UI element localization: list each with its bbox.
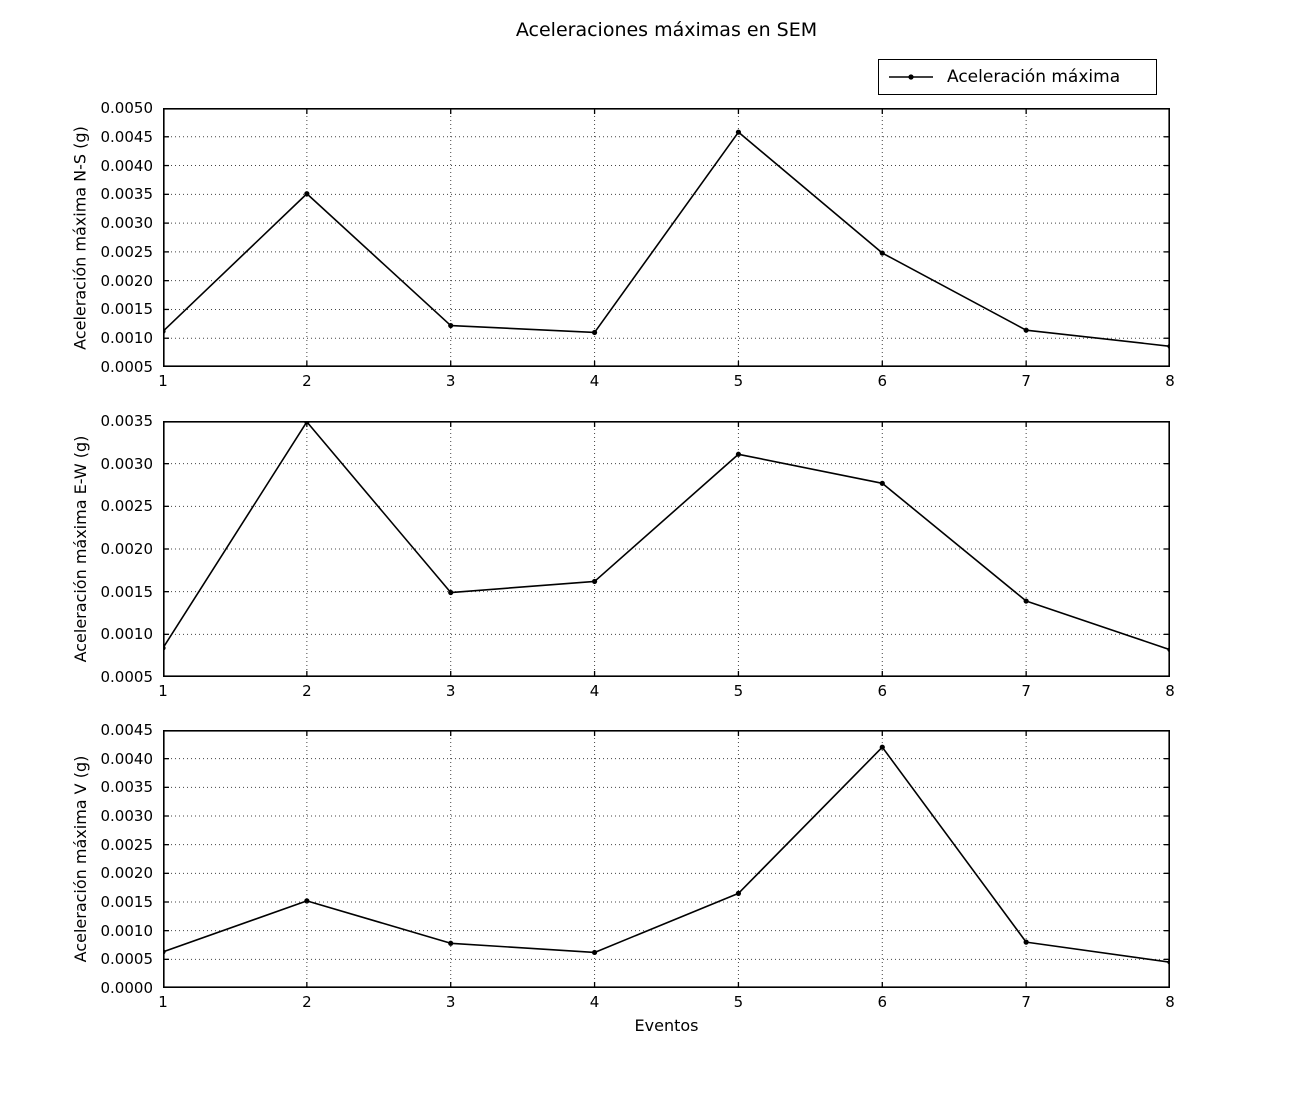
x-tick-label: 5 xyxy=(733,682,744,700)
plot-area-ns xyxy=(163,108,1170,367)
point-marker xyxy=(879,250,885,256)
y-tick-label: 0.0005 xyxy=(100,668,154,686)
y-tick-label: 0.0035 xyxy=(100,412,154,430)
y-tick-label: 0.0030 xyxy=(100,454,154,473)
y-tick-label: 0.0015 xyxy=(100,582,154,601)
xlabel-eventos: Eventos xyxy=(634,1016,699,1035)
y-tick-label: 0.0040 xyxy=(100,156,154,175)
series-line xyxy=(163,421,1170,651)
y-tick-label: 0.0020 xyxy=(100,864,154,883)
x-tick-label: 5 xyxy=(733,372,744,390)
y-tick-label: 0.0015 xyxy=(100,893,154,911)
series-line xyxy=(163,746,1170,963)
point-marker xyxy=(591,578,598,585)
x-tick-label: 4 xyxy=(589,993,600,1011)
y-tick-label: 0.0025 xyxy=(100,242,154,261)
y-tick-label: 0.0030 xyxy=(100,807,154,825)
legend: Aceleración máxima xyxy=(878,59,1157,95)
x-tick-label: 6 xyxy=(877,993,888,1011)
point-marker xyxy=(448,589,454,596)
legend-label: Aceleración máxima xyxy=(947,67,1121,87)
point-marker xyxy=(1023,598,1029,604)
y-tick-label: 0.0030 xyxy=(100,214,154,233)
y-tick-label: 0.0005 xyxy=(100,358,154,376)
point-marker xyxy=(591,329,598,336)
x-tick-label: 1 xyxy=(158,372,168,390)
x-tick-label: 7 xyxy=(1021,682,1031,700)
y-tick-label: 0.0020 xyxy=(100,540,154,558)
point-marker xyxy=(591,949,598,956)
ylabel-v: Aceleración máxima V (g) xyxy=(71,755,90,963)
point-marker xyxy=(448,322,454,329)
point-marker xyxy=(304,191,310,197)
y-tick-label: 0.0010 xyxy=(100,329,154,348)
axes-spine xyxy=(163,108,1170,367)
x-tick-label: 1 xyxy=(158,993,168,1011)
point-marker xyxy=(304,898,310,904)
y-tick-label: 0.0025 xyxy=(100,835,154,854)
y-tick-label: 0.0045 xyxy=(100,127,154,146)
point-marker xyxy=(879,744,885,750)
y-tick-label: 0.0025 xyxy=(100,497,154,516)
point-marker xyxy=(735,129,742,135)
y-tick-label: 0.0035 xyxy=(100,185,154,204)
x-tick-label: 3 xyxy=(445,682,456,700)
point-marker xyxy=(879,480,885,486)
x-tick-label: 2 xyxy=(302,993,312,1011)
x-tick-label: 3 xyxy=(445,993,456,1011)
point-marker xyxy=(163,949,166,955)
y-tick-label: 0.0015 xyxy=(100,300,154,319)
x-tick-label: 4 xyxy=(589,372,600,390)
point-marker xyxy=(1023,939,1029,945)
point-marker xyxy=(735,451,742,457)
x-tick-label: 2 xyxy=(302,682,312,700)
y-tick-label: 0.0020 xyxy=(100,271,154,290)
y-tick-label: 0.0035 xyxy=(100,778,154,797)
legend-line-marker-icon xyxy=(889,74,933,80)
y-tick-label: 0.0045 xyxy=(100,721,154,739)
x-tick-label: 2 xyxy=(302,372,312,390)
x-tick-label: 3 xyxy=(445,372,456,390)
x-tick-label: 8 xyxy=(1165,993,1175,1011)
point-marker xyxy=(1023,327,1029,333)
point-marker xyxy=(1167,343,1170,349)
plot-area-v xyxy=(163,730,1170,988)
y-tick-label: 0.0050 xyxy=(100,99,154,117)
x-tick-label: 6 xyxy=(877,682,888,700)
x-tick-label: 7 xyxy=(1021,993,1031,1011)
x-tick-label: 1 xyxy=(158,682,168,700)
y-tick-label: 0.0000 xyxy=(100,979,154,997)
y-tick-label: 0.0010 xyxy=(100,921,154,940)
x-tick-label: 4 xyxy=(589,682,600,700)
plot-area-ew xyxy=(163,421,1170,677)
point-marker xyxy=(163,645,166,651)
series-line xyxy=(163,131,1170,348)
x-tick-label: 5 xyxy=(733,993,744,1011)
x-tick-label: 8 xyxy=(1165,682,1175,700)
y-tick-label: 0.0010 xyxy=(100,625,154,644)
point-marker xyxy=(735,890,742,896)
x-tick-label: 8 xyxy=(1165,372,1175,390)
point-marker xyxy=(1167,959,1170,965)
x-tick-label: 6 xyxy=(877,372,888,390)
point-marker xyxy=(163,328,166,334)
x-tick-label: 7 xyxy=(1021,372,1031,390)
axes-spine xyxy=(163,730,1170,988)
axes-spine xyxy=(163,421,1170,677)
y-tick-label: 0.0040 xyxy=(100,749,154,768)
point-marker xyxy=(448,940,454,946)
point-marker xyxy=(1167,647,1170,653)
y-tick-label: 0.0005 xyxy=(100,950,154,969)
point-marker xyxy=(304,421,310,425)
figure-title: Aceleraciones máximas en SEM xyxy=(515,19,818,41)
